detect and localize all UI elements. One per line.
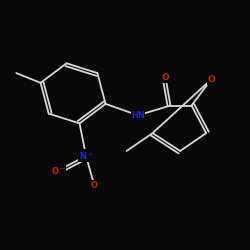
- Text: O: O: [162, 74, 170, 82]
- Text: O: O: [91, 180, 98, 190]
- Text: O$^-$: O$^-$: [51, 165, 66, 176]
- Text: N$^+$: N$^+$: [79, 150, 93, 162]
- Text: O: O: [207, 75, 215, 84]
- Text: HN: HN: [131, 111, 145, 120]
